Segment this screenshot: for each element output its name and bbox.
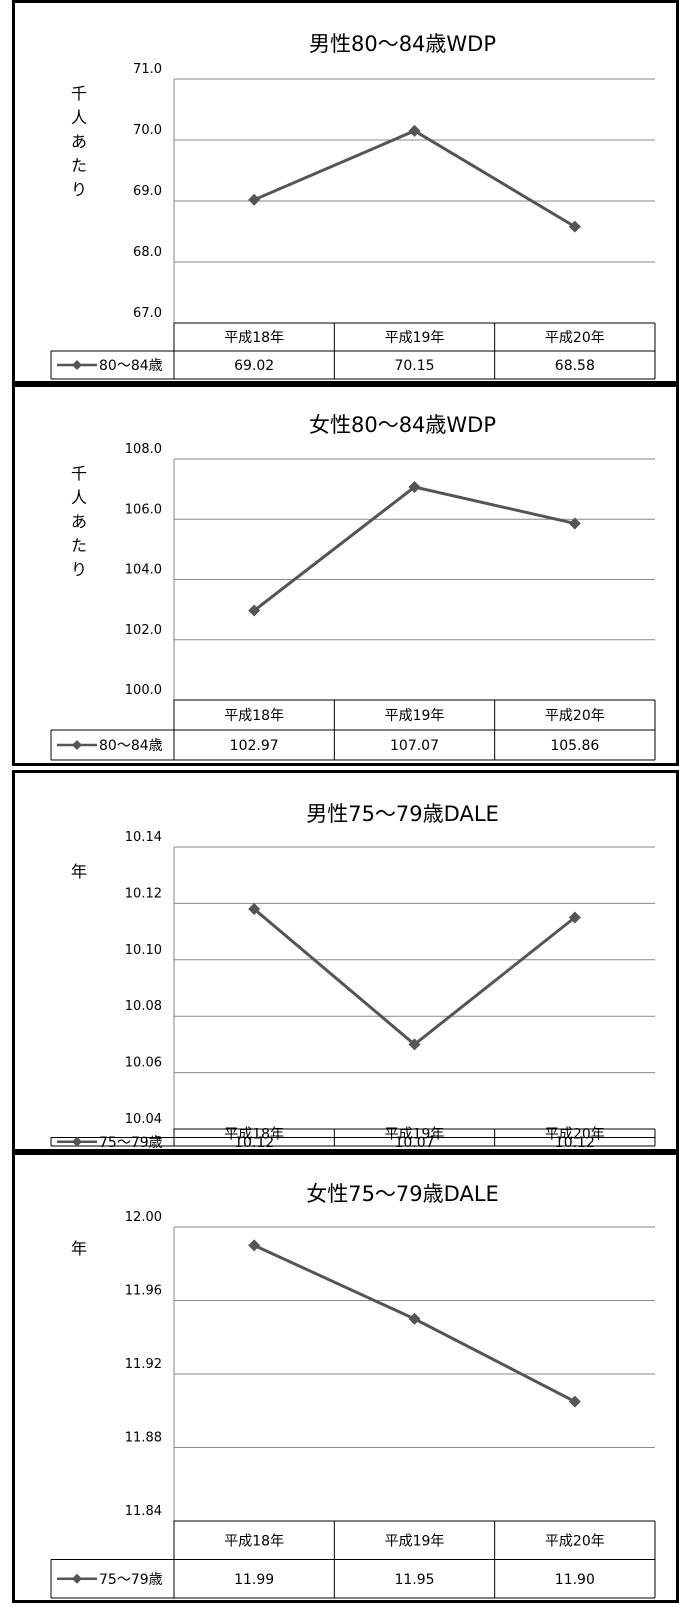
y-tick-label: 11.92: [125, 1357, 162, 1372]
table-value: 10.07: [394, 1135, 434, 1149]
table-value: 11.90: [555, 1572, 595, 1588]
table-value: 105.86: [550, 738, 599, 754]
y-axis-label-char: り: [71, 180, 87, 199]
y-axis-label-char: あ: [71, 512, 87, 531]
legend-marker: [72, 740, 82, 750]
legend-marker: [72, 1136, 82, 1147]
data-point: [408, 1038, 421, 1051]
y-tick-label: 12.00: [125, 1210, 162, 1225]
y-tick-label: 10.10: [125, 943, 162, 958]
table-value: 68.58: [555, 358, 595, 374]
y-axis-label-char: 人: [71, 108, 87, 127]
y-tick-label: 108.0: [125, 442, 162, 457]
y-tick-label: 106.0: [125, 502, 162, 517]
data-point: [568, 220, 581, 233]
chart-title: 男性80～84歳WDP: [309, 32, 496, 56]
category-label: 平成20年: [545, 1126, 605, 1142]
data-point: [568, 911, 581, 924]
category-label: 平成19年: [385, 708, 445, 724]
series-line: [253, 907, 576, 1047]
category-label: 平成18年: [224, 330, 284, 346]
y-axis-label-char: た: [71, 536, 87, 555]
y-tick-label: 10.06: [125, 1056, 162, 1071]
y-tick-label: 71.0: [133, 62, 162, 77]
chart-panel-1: 男性80～84歳WDP 千人あたり 67.0 68.0 69.0 70.0 71.0 平成18…: [12, 0, 679, 384]
category-label: 平成18年: [224, 1533, 284, 1549]
data-point: [248, 1239, 261, 1252]
data-point: [408, 124, 421, 137]
table-value: 11.95: [394, 1572, 434, 1588]
y-tick-label: 11.88: [125, 1431, 162, 1446]
y-tick-label: 10.12: [125, 886, 162, 901]
legend-label: 75～79歳: [99, 1572, 163, 1588]
y-axis-label-char: り: [71, 560, 87, 579]
y-axis-label-char: 年: [71, 862, 87, 881]
y-tick-label: 10.08: [125, 999, 162, 1014]
y-tick-label: 69.0: [133, 184, 162, 199]
category-label: 平成19年: [385, 1126, 445, 1142]
legend-label: 75～79歳: [99, 1135, 163, 1149]
y-tick-label: 10.04: [125, 1112, 162, 1127]
category-label: 平成20年: [545, 1533, 605, 1549]
category-label: 平成18年: [224, 1126, 284, 1142]
data-point: [568, 1395, 581, 1408]
y-tick-label: 70.0: [133, 123, 162, 138]
table-value: 10.12: [555, 1135, 595, 1149]
legend-marker: [72, 1573, 82, 1584]
chart-title: 女性75～79歳DALE: [306, 1182, 499, 1206]
y-tick-label: 100.0: [125, 683, 162, 698]
category-label: 平成19年: [385, 1533, 445, 1549]
y-tick-label: 67.0: [133, 306, 162, 321]
table-value: 10.12: [234, 1135, 274, 1149]
y-tick-label: 10.14: [125, 830, 162, 845]
table-value: 69.02: [234, 358, 274, 374]
y-tick-label: 11.84: [125, 1504, 162, 1519]
y-tick-label: 102.0: [125, 623, 162, 638]
y-tick-label: 11.96: [125, 1284, 162, 1299]
legend-label: 80～84歳: [99, 358, 163, 374]
chart-panel-3: 男性75～79歳DALE 年 10.04 10.06 10.08 10.10 10.12 10…: [12, 770, 679, 1152]
data-point: [248, 604, 261, 617]
data-point: [248, 903, 261, 916]
y-tick-label: 68.0: [133, 245, 162, 260]
chart-title: 男性75～79歳DALE: [306, 802, 499, 826]
table-value: 107.07: [390, 738, 439, 754]
legend-label: 80～84歳: [99, 738, 163, 754]
y-axis-label-char: あ: [71, 132, 87, 151]
data-point: [408, 481, 421, 494]
series-line: [253, 129, 576, 228]
y-axis-label-char: 千: [71, 84, 87, 103]
data-point: [568, 517, 581, 530]
y-axis-label-char: 人: [71, 488, 87, 507]
chart-title: 女性80～84歳WDP: [309, 413, 496, 437]
chart-4: 女性75～79歳DALE 年 11.84 11.88 11.92 11.96 12.00 平成…: [50, 1182, 656, 1599]
chart-panel-2: 女性80～84歳WDP 千人あたり 100.0 102.0 104.0 106.0 108.…: [12, 384, 679, 766]
table-value: 11.99: [234, 1572, 274, 1588]
table-value: 70.15: [394, 358, 434, 374]
y-axis-label-char: 年: [71, 1239, 87, 1258]
table-value: 102.97: [230, 738, 279, 754]
category-label: 平成20年: [545, 708, 605, 724]
y-tick-label: 104.0: [125, 563, 162, 578]
data-point: [248, 193, 261, 206]
category-label: 平成20年: [545, 330, 605, 346]
data-point: [408, 1312, 421, 1325]
category-label: 平成18年: [224, 708, 284, 724]
chart-panel-4: 女性75～79歳DALE 年 11.84 11.88 11.92 11.96 12.00 平成…: [12, 1152, 679, 1603]
legend-marker: [72, 360, 82, 370]
category-label: 平成19年: [385, 330, 445, 346]
y-axis-label-char: 千: [71, 464, 87, 483]
series-line: [253, 485, 576, 612]
chart-3: 男性75～79歳DALE 年 10.04 10.06 10.08 10.10 10.12 10…: [50, 802, 656, 1151]
y-axis-label-char: た: [71, 156, 87, 175]
